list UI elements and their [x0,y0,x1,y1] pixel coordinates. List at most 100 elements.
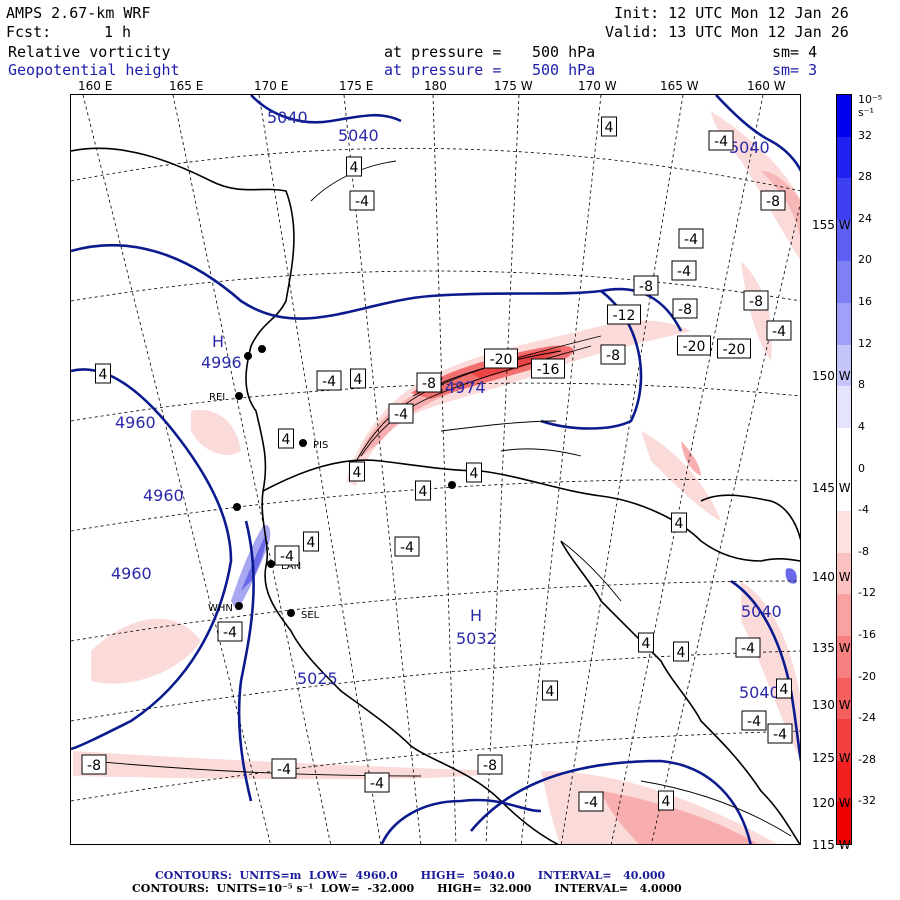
vorticity-label-box [578,791,604,812]
vorticity-label: 4 [307,535,316,551]
lon-label-170e: 170 E [254,79,289,93]
vorticity-label: -20 [683,339,706,355]
vorticity-label: -8 [87,758,101,774]
vorticity-label: -4 [684,232,698,248]
vorticity-label-box [607,304,641,325]
vorticity-label: -20 [490,352,513,368]
vorticity-labels: 44-4-4-8-4-4-8-8-12 -8-4-8-20 -20-20-16-8-… [81,116,793,812]
colorbar-tick-label: -8 [858,544,869,558]
field-2-level-label: at pressure = [384,61,502,79]
colorbar-segment [837,594,851,637]
vorticity-label-box [735,637,761,658]
colorbar-segment [837,344,851,387]
vorticity-label-box [671,260,697,281]
colorbar-segment [837,427,851,470]
vorticity-label-box [658,790,674,811]
colorbar-tick-label: 32 [858,128,872,142]
vorticity-label-box [638,632,654,653]
field-1-level: 500 hPa [532,43,596,61]
vorticity-label-box [767,723,793,744]
valid-time: Valid: 13 UTC Mon 12 Jan 26 [605,23,849,41]
forecast-value: 1 h [104,23,132,41]
station-markers [233,345,456,617]
vorticity-label-box [531,358,565,379]
colorbar-tick-label: -16 [858,627,876,641]
lon-label-175e: 175 E [339,79,374,93]
vorticity-label: 4 [470,466,479,482]
vorticity-label: -4 [280,549,294,565]
vorticity-label-box [601,116,617,137]
vorticity-shading [73,111,800,844]
vorticity-label: -4 [773,727,787,743]
vorticity-label-box [394,536,420,557]
vorticity-label: 4 [780,682,789,698]
vorticity-label-box [677,335,711,356]
station-marker [299,439,307,447]
height-label: 5040 [729,138,770,157]
height-label: 5040 [338,126,379,145]
vorticity-label-box [708,130,734,151]
station-label-rei: REI [209,392,225,403]
vorticity-label-box [349,190,375,211]
colorbar-segment [837,511,851,554]
colorbar-segment [837,635,851,679]
field-2-name: Geopotential height [8,61,180,79]
vorticity-label-box [741,710,767,731]
colorbar-segment [837,552,851,595]
colorbar-segment [837,386,851,429]
lat-label: 155 W [812,218,851,232]
lon-label-180: 180 [424,79,447,93]
colorbar-segment [837,95,851,138]
field-1-name: Relative vorticity [8,43,171,61]
height-labels: 5040 5040 5040 5040 5040 4960 4960 4960 … [111,108,782,702]
lon-label-160w: 160 W [747,79,786,93]
colorbar-segment [837,760,851,803]
graticule [71,95,800,844]
lon-label-170w: 170 W [578,79,617,93]
colorbar-tick-label: 0 [858,461,865,475]
vorticity-label: -4 [400,540,414,556]
vorticity-label-box [673,641,689,662]
vorticity-label: -4 [355,194,369,210]
station-label-whn: WHN [208,603,233,614]
vorticity-label-box [416,372,442,393]
station-marker [287,609,295,617]
station-labels: REI PIS LAN SEL WHN [208,392,328,621]
vorticity-label-box [349,461,365,482]
vorticity-label: -4 [772,324,786,340]
vorticity-label: -16 [537,362,560,378]
station-label-sel: SEL [301,610,320,621]
vorticity-label: -8 [639,279,653,295]
station-marker [258,345,266,353]
station-marker [448,481,456,489]
vorticity-label-box [350,368,366,389]
vorticity-label-box [477,754,503,775]
colorbar-segment [837,677,851,720]
station-label-pis: PIS [313,440,328,451]
colorbar-tick-label: -12 [858,586,876,600]
vorticity-label: 4 [677,645,686,661]
lat-label: 150 W [812,369,851,383]
vorticity-label: 4 [99,367,108,383]
vorticity-label-box [776,678,792,699]
vorticity-label: -4 [370,776,384,792]
vorticity-label: -8 [678,302,692,318]
vorticity-label: -4 [394,407,408,423]
vorticity-label-box [346,156,362,177]
height-label: 5032 [456,629,497,648]
vorticity-label-box [542,680,558,701]
vorticity-label: -8 [483,758,497,774]
vorticity-label: 4 [675,516,684,532]
field-2-smoothing: sm= 3 [772,61,818,79]
init-time: Init: 12 UTC Mon 12 Jan 26 [614,4,849,22]
vorticity-label: -8 [606,348,620,364]
field-2-level: 500 hPa [532,61,596,79]
vorticity-label: 4 [353,465,362,481]
vorticity-label-box [217,621,243,642]
vorticity-label-box [760,190,786,211]
vorticity-label-box [743,290,769,311]
vorticity-label: 4 [354,372,363,388]
vorticity-label: 4 [642,636,651,652]
vorticity-label-box [316,370,342,391]
vorticity-label: -4 [584,795,598,811]
